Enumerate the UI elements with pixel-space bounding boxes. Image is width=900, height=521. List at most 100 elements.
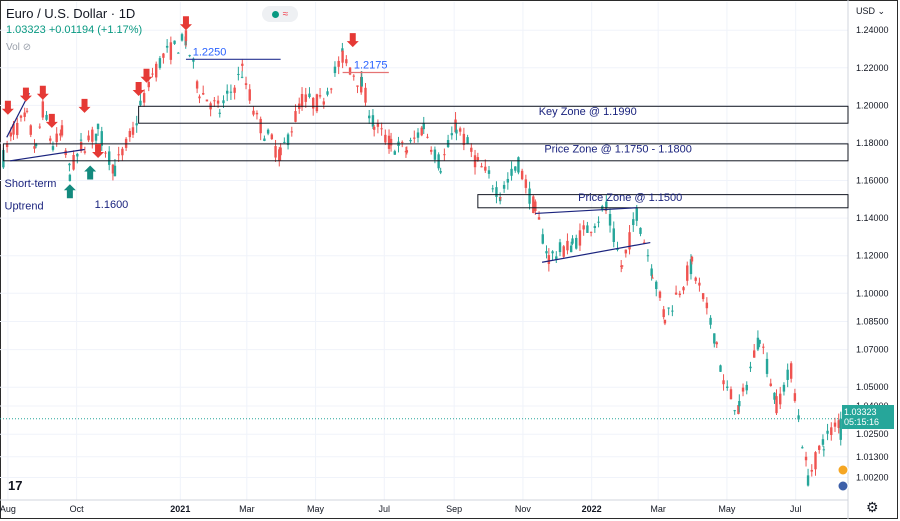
candle-body xyxy=(83,151,87,153)
candle-body xyxy=(222,100,225,104)
arrow-down-icon xyxy=(19,87,32,102)
candle-body xyxy=(806,475,810,486)
candle-body xyxy=(393,151,396,155)
y-tick-label: 1.20000 xyxy=(856,100,889,110)
candle-body xyxy=(180,34,184,41)
candle-body xyxy=(749,366,752,369)
arrow-down-icon xyxy=(78,98,91,113)
y-tick-label: 1.24000 xyxy=(856,25,889,35)
candle-body xyxy=(333,66,337,74)
candle-body xyxy=(237,73,240,75)
candle-body xyxy=(192,58,195,62)
candle-body xyxy=(502,184,506,189)
candle-body xyxy=(68,174,72,181)
arrow-down-icon xyxy=(346,33,359,48)
candle-body xyxy=(286,134,290,146)
candle-body xyxy=(409,139,412,142)
trend-line xyxy=(535,207,637,215)
candle-body xyxy=(822,449,826,451)
candle-body xyxy=(177,52,180,54)
candle-body xyxy=(558,242,562,253)
candle-body xyxy=(121,148,124,156)
y-tick-label: 1.14000 xyxy=(856,213,889,223)
candle-body xyxy=(514,166,517,171)
candle-body xyxy=(135,123,138,126)
candle-body xyxy=(188,55,191,57)
candle-body xyxy=(283,141,286,143)
candle-body xyxy=(662,309,665,318)
eye-hidden-icon[interactable]: ⊘ xyxy=(22,42,32,53)
candle-body xyxy=(804,456,808,461)
candle-body xyxy=(793,393,797,401)
x-tick-label: 2021 xyxy=(170,504,190,514)
candle-body xyxy=(443,154,446,156)
indicator-pill[interactable]: ≈ xyxy=(262,6,298,22)
candle-body xyxy=(29,125,32,135)
candle-body xyxy=(839,418,842,440)
candle-body xyxy=(401,141,404,143)
gear-icon[interactable]: ⚙ xyxy=(866,499,879,515)
candle-body xyxy=(311,97,315,109)
candle-body xyxy=(16,122,19,136)
candle-body xyxy=(248,89,251,101)
currency-selector[interactable]: USD ⌄ xyxy=(856,6,886,16)
candle-body xyxy=(462,133,466,145)
price-change: 1.03323 +0.01194 (+1.17%) xyxy=(6,24,143,36)
annotation-label: 1.2175 xyxy=(354,60,388,72)
candle-body xyxy=(413,137,416,139)
candle-body xyxy=(226,90,229,94)
candle-body xyxy=(663,319,667,324)
candle-body xyxy=(593,226,597,229)
annotation-label: Price Zone @ 1.1750 - 1.1800 xyxy=(544,143,692,155)
candle-body xyxy=(240,76,244,78)
arrow-down-icon xyxy=(1,100,14,115)
candle-body xyxy=(244,83,248,86)
annotation-label: 1.1600 xyxy=(95,199,129,211)
candle-body xyxy=(100,131,103,146)
candle-body xyxy=(797,415,800,420)
wave-icon: ≈ xyxy=(282,8,289,20)
candle-body xyxy=(506,178,510,183)
price-zone-box xyxy=(477,194,849,209)
candle-body xyxy=(455,129,458,134)
x-tick-label: Aug xyxy=(0,504,16,514)
candle-body xyxy=(266,129,270,134)
candle-body xyxy=(165,45,169,48)
candle-body xyxy=(589,231,593,233)
candle-body xyxy=(216,100,220,104)
candle-body xyxy=(51,146,55,150)
candle-body xyxy=(566,240,569,251)
arrow-down-icon xyxy=(36,85,49,100)
candle-body xyxy=(715,342,718,345)
candle-body xyxy=(532,196,535,213)
candle-body xyxy=(773,392,776,400)
tradingview-logo[interactable]: 17 xyxy=(8,478,23,493)
candle-body xyxy=(387,135,391,149)
y-tick-label: 1.02500 xyxy=(856,429,889,439)
volume-label[interactable]: Vol ⊘ xyxy=(6,42,32,53)
candle-body xyxy=(55,133,58,143)
candle-body xyxy=(765,358,769,374)
candle-body xyxy=(612,228,615,242)
y-tick-label: 1.07000 xyxy=(856,345,889,355)
candle-body xyxy=(833,422,837,427)
candle-body xyxy=(79,139,83,141)
candle-body xyxy=(104,152,107,154)
current-price-tag: 1.03323 05:15:16 xyxy=(842,405,894,429)
candle-body xyxy=(376,123,380,127)
price-zone-box xyxy=(138,105,849,124)
candle-body xyxy=(547,255,551,265)
candle-body xyxy=(274,146,277,158)
candle-body xyxy=(709,317,712,325)
candle-body xyxy=(259,118,262,134)
candle-body xyxy=(458,128,462,132)
candle-body xyxy=(779,393,782,405)
chart-title: Euro / U.S. Dollar · 1D xyxy=(6,6,136,21)
candle-body xyxy=(422,123,425,130)
candle-body xyxy=(480,166,483,168)
candle-body xyxy=(360,77,363,87)
candle-body xyxy=(279,147,282,156)
candle-body xyxy=(117,154,120,156)
candle-body xyxy=(470,147,473,152)
